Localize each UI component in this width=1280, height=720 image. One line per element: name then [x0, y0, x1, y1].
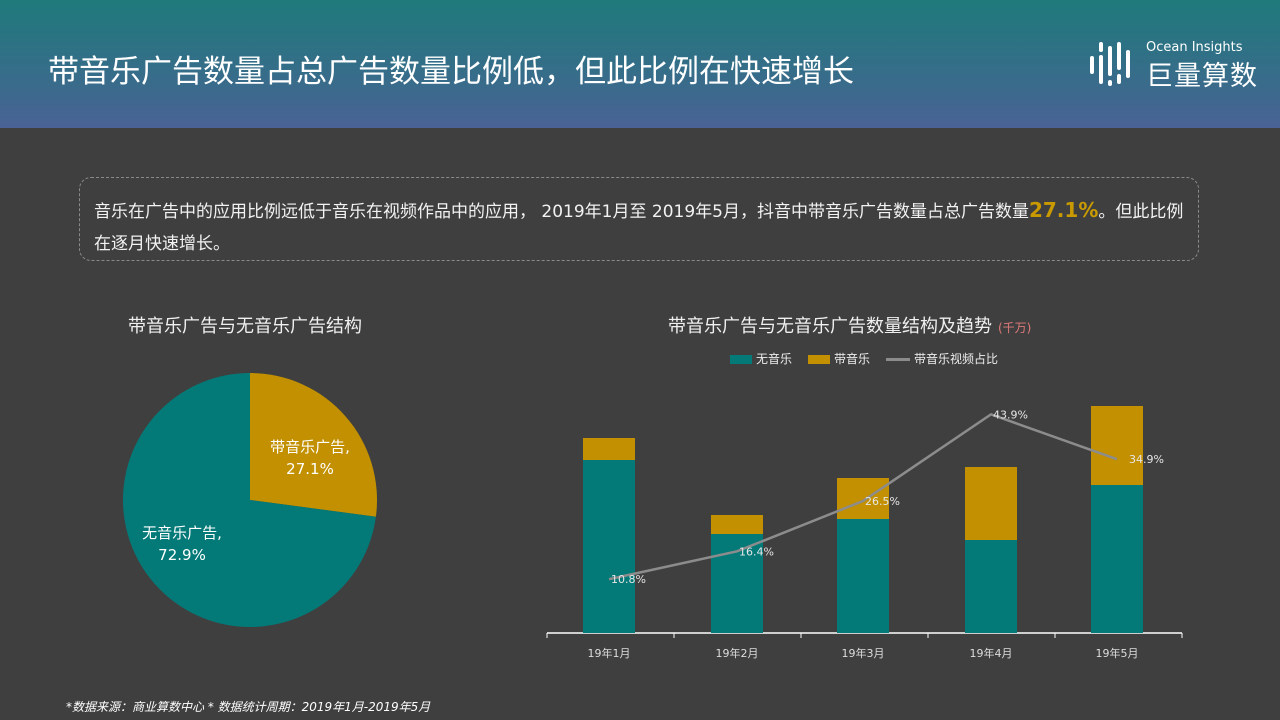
legend-line [886, 358, 911, 361]
footnote: *数据来源：商业算数中心 * 数据统计周期：2019年1月-2019年5月 [66, 700, 431, 714]
pie-slice [122, 373, 376, 627]
logo-bars-icon [1090, 42, 1130, 86]
summary-text: 音乐在广告中的应用比例远低于音乐在视频作品中的应用， 2019年1月至 2019… [94, 202, 1029, 222]
header: 带音乐广告数量占总广告数量比例低，但此比例在快速增长 Ocean Insight… [0, 0, 1280, 128]
legend-label: 带音乐视频占比 [914, 352, 999, 366]
summary-box: 音乐在广告中的应用比例远低于音乐在视频作品中的应用， 2019年1月至 2019… [79, 177, 1199, 261]
bar-music [965, 467, 1017, 540]
bar-chart-title-text: 带音乐广告与无音乐广告数量结构及趋势 [668, 316, 992, 337]
logo-text-cn: 巨量算数 [1146, 61, 1258, 92]
summary-highlight: 27.1% [1028, 198, 1099, 222]
legend-item-music: 带音乐 [808, 350, 870, 367]
bar-no-music [583, 460, 635, 633]
logo: Ocean Insights 巨量算数 [1088, 40, 1268, 92]
bar-no-music [965, 540, 1017, 633]
bar-no-music [1091, 485, 1143, 633]
legend-label: 带音乐 [834, 352, 871, 366]
line-data-label: 16.4% [739, 545, 774, 558]
pie-value-label: 72.9% [158, 546, 206, 564]
logo-text-en: Ocean Insights [1146, 40, 1243, 55]
legend-label: 无音乐 [756, 352, 793, 366]
bar-music [711, 515, 763, 534]
bar-music [1091, 406, 1143, 485]
legend-swatch-teal [730, 355, 752, 364]
bar-no-music [837, 519, 889, 633]
line-data-label: 10.8% [611, 573, 646, 586]
page-title: 带音乐广告数量占总广告数量比例低，但此比例在快速增长 [48, 54, 854, 90]
pie-slice [250, 373, 377, 517]
pie-label: 带音乐广告, [270, 438, 350, 456]
summary-text-end: 。但此比例在逐月快速增长。 [94, 202, 1184, 254]
line-data-label: 26.5% [865, 495, 900, 508]
unit-label: (千万) [998, 321, 1032, 335]
bar-chart-title: 带音乐广告与无音乐广告数量结构及趋势 (千万) [668, 312, 1031, 338]
legend-item-ratio: 带音乐视频占比 [886, 350, 998, 367]
pie-chart-title: 带音乐广告与无音乐广告结构 [128, 316, 362, 337]
x-tick-label: 19年5月 [1096, 646, 1139, 660]
pie-label: 无音乐广告, [142, 524, 222, 542]
legend: 无音乐 带音乐 带音乐视频占比 [730, 350, 998, 367]
x-tick-label: 19年4月 [970, 646, 1013, 660]
x-tick-label: 19年3月 [842, 646, 885, 660]
bar-music [583, 438, 635, 460]
x-tick-label: 19年2月 [716, 646, 759, 660]
legend-item-no-music: 无音乐 [730, 350, 792, 367]
legend-swatch-gold [808, 355, 831, 364]
x-tick-label: 19年1月 [588, 646, 631, 660]
line-ratio [608, 412, 1118, 581]
bar-music [837, 478, 889, 519]
line-data-label: 34.9% [1129, 453, 1164, 466]
line-data-label: 43.9% [993, 408, 1028, 421]
pie-value-label: 27.1% [286, 460, 334, 478]
